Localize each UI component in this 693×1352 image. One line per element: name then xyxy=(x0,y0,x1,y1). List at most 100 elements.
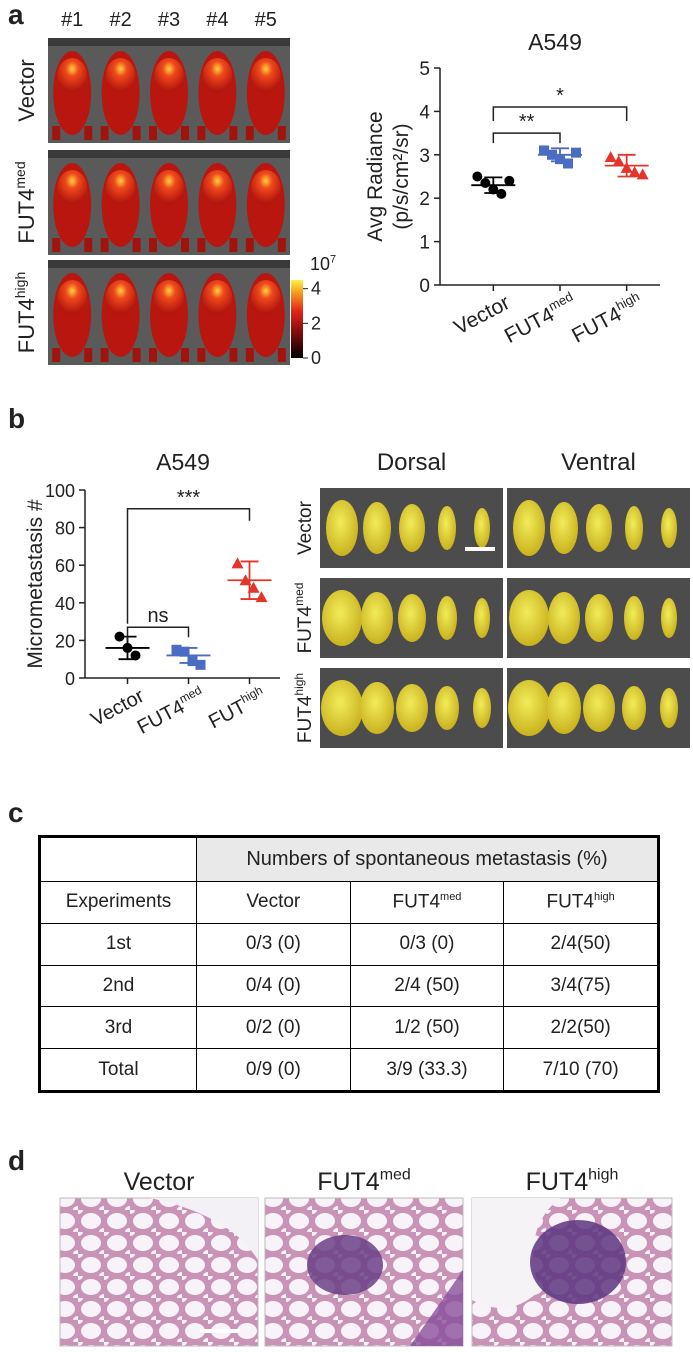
table-cell: 7/10 (70) xyxy=(503,1048,658,1091)
data-point xyxy=(636,168,649,180)
tumor-nodule xyxy=(530,1220,626,1304)
table-row: 2nd 0/4 (0) 2/4 (50) 3/4(75) xyxy=(40,964,658,1008)
significance-bracket xyxy=(492,132,561,144)
colorbar-tick-label: 0 xyxy=(311,348,321,368)
row-label-sup: high xyxy=(12,272,28,298)
mouse-leg xyxy=(100,126,109,140)
y-tick-label: 40 xyxy=(55,594,75,614)
mouse-chest xyxy=(202,170,233,206)
mouse-chest xyxy=(202,280,233,316)
imaging-shelf xyxy=(48,38,290,46)
mouse-chest xyxy=(250,58,281,94)
tumor-nodule xyxy=(307,1235,383,1295)
mouse-chest xyxy=(57,170,88,206)
mouse-id: #2 xyxy=(109,9,131,31)
table-cell: 2/2(50) xyxy=(503,1006,658,1050)
histology-title-main: Vector xyxy=(124,1168,195,1196)
panel-label: c xyxy=(8,797,24,828)
colorbar xyxy=(291,280,303,358)
lung-lobe xyxy=(399,504,425,552)
lung-row-label: Vector xyxy=(295,500,316,555)
column-header-text: Vector xyxy=(246,891,301,913)
lung-lobe xyxy=(583,684,615,732)
chart-title: A549 xyxy=(528,29,582,55)
lung-lobe xyxy=(509,590,549,646)
mouse-leg xyxy=(181,238,189,252)
lung-lobe xyxy=(550,502,578,554)
lung-lobe xyxy=(586,504,612,552)
y-tick-label: 0 xyxy=(419,276,430,297)
colorbar-tick-label: 4 xyxy=(311,279,321,299)
colorbar-exponent: 107 xyxy=(310,253,336,274)
table-cell: 0/2 (0) xyxy=(196,1006,351,1050)
y-tick-label: 100 xyxy=(45,481,75,501)
histology-title: FUT4med xyxy=(317,1167,411,1197)
y-tick-label: 20 xyxy=(55,631,75,651)
x-tick-label-sup: med xyxy=(177,683,204,706)
view-label: Dorsal xyxy=(377,449,446,476)
row-label: FUT4med xyxy=(12,161,39,243)
lung-lobe xyxy=(473,688,491,728)
data-point xyxy=(571,147,581,158)
clear-space xyxy=(472,1198,560,1308)
y-axis-label: Avg Radiance xyxy=(364,111,387,241)
mouse-leg xyxy=(197,126,206,140)
lung-lobe xyxy=(622,686,646,730)
row-header: 3rd xyxy=(40,1006,197,1050)
lung-lobe xyxy=(326,500,358,556)
table-cell: 3/9 (33.3) xyxy=(349,1048,505,1091)
mouse-leg xyxy=(197,348,206,362)
table-corner xyxy=(40,837,197,882)
panel-label: b xyxy=(8,403,25,434)
x-tick-label: FUT4med xyxy=(133,683,209,739)
data-point xyxy=(255,591,268,603)
significance-bracket xyxy=(126,508,251,624)
x-tick-label: FUT4high xyxy=(567,289,647,348)
lung-row-label-main: FUT4 xyxy=(295,605,316,653)
mouse-leg xyxy=(245,238,254,252)
mouse-leg xyxy=(229,238,238,252)
data-point xyxy=(247,581,260,593)
row-label: Vector xyxy=(14,59,39,121)
row-label: FUT4high xyxy=(12,272,39,353)
significance-label: * xyxy=(556,85,564,107)
significance-bracket xyxy=(126,626,190,642)
x-tick-label: FUT4med xyxy=(500,289,581,348)
y-tick-label: 60 xyxy=(55,556,75,576)
chart-title: A549 xyxy=(156,449,210,475)
lung-lobe xyxy=(438,506,456,550)
table-row: Total 0/9 (0) 3/9 (33.3) 7/10 (70) xyxy=(40,1048,658,1091)
lung-lobe xyxy=(360,682,394,734)
lung-lobe xyxy=(660,688,678,728)
lung-lobe xyxy=(547,682,581,734)
lung-lobe xyxy=(513,500,545,556)
y-axis-label: (p/s/cm²/sr) xyxy=(390,123,413,229)
mouse-chest xyxy=(105,170,136,206)
mouse-leg xyxy=(52,126,61,140)
imaging-shelf xyxy=(48,150,290,158)
mouse-leg xyxy=(100,238,109,252)
lung-lobe xyxy=(322,590,362,646)
sd-bar xyxy=(551,147,569,163)
lung-row-label-sup: med xyxy=(292,583,306,606)
lung-row-label-main: FUT4 xyxy=(295,695,316,743)
significance-label: *** xyxy=(177,487,201,509)
data-point xyxy=(472,171,483,182)
mouse-chest xyxy=(57,58,88,94)
lung-lobe xyxy=(624,596,644,640)
row-label-sup: med xyxy=(12,161,28,188)
data-point xyxy=(231,557,244,569)
table-cell: 0/9 (0) xyxy=(196,1048,351,1091)
y-axis-label: Micrometastasis # xyxy=(24,499,47,669)
table-cell: 0/3 (0) xyxy=(196,922,351,966)
lung-row-label-main: Vector xyxy=(295,500,316,555)
data-point xyxy=(171,644,182,655)
data-point xyxy=(563,158,573,169)
lung-lobe xyxy=(625,506,643,550)
data-point xyxy=(539,145,549,156)
mouse-leg xyxy=(132,348,141,362)
mouse-leg xyxy=(132,238,141,252)
lung-row-label-sup: high xyxy=(292,673,306,696)
colorbar-exponent-main: 10 xyxy=(310,254,330,274)
